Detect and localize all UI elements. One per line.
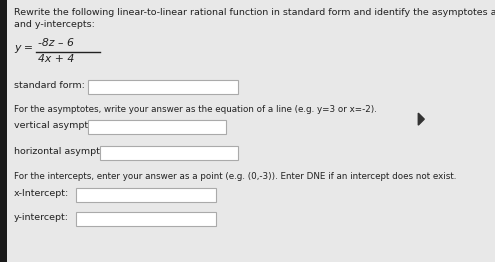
Text: x-Intercept:: x-Intercept: (14, 189, 69, 199)
Text: 4x + 4: 4x + 4 (38, 54, 74, 64)
Text: y-intercept:: y-intercept: (14, 214, 69, 222)
Text: vertical asymptote:: vertical asymptote: (14, 122, 107, 130)
Bar (100, 146, 238, 160)
Bar (76, 188, 216, 202)
Bar (88, 80, 238, 94)
Text: standard form:: standard form: (14, 81, 85, 90)
Bar (88, 120, 226, 134)
Bar (76, 212, 216, 226)
Text: Rewrite the following linear-to-linear rational function in standard form and id: Rewrite the following linear-to-linear r… (14, 8, 495, 17)
Polygon shape (418, 113, 424, 125)
Text: For the asymptotes, write your answer as the equation of a line (e.g. y=3 or x=-: For the asymptotes, write your answer as… (14, 105, 377, 114)
Text: -8z – 6: -8z – 6 (38, 38, 74, 48)
Text: and y-intercepts:: and y-intercepts: (14, 20, 95, 29)
Text: horizontal asymptote:: horizontal asymptote: (14, 148, 118, 156)
Text: y =: y = (14, 43, 33, 53)
Text: For the intercepts, enter your answer as a point (e.g. (0,-3)). Enter DNE if an : For the intercepts, enter your answer as… (14, 172, 456, 181)
Bar (0, 0, 7, 262)
